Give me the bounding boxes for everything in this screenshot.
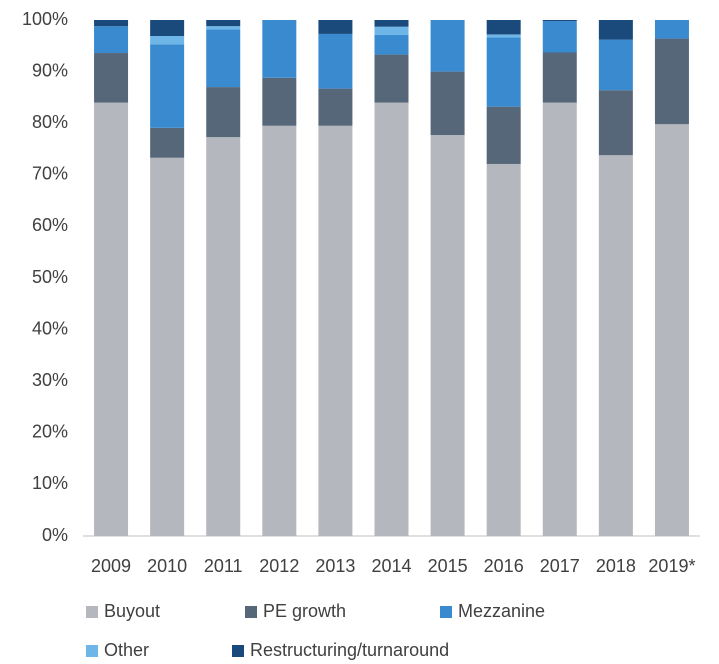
bar-segment [206, 20, 241, 27]
bar-segment [262, 125, 297, 536]
bar-segment [542, 21, 577, 53]
bar-segment [486, 34, 521, 38]
bar-segment [318, 20, 353, 34]
bar-segment [542, 102, 577, 536]
y-tick-label: 20% [32, 422, 68, 442]
legend-swatch [440, 606, 452, 618]
y-tick-label: 100% [22, 9, 68, 29]
bar-segment [374, 26, 409, 35]
bar-segment [150, 35, 185, 45]
y-tick-label: 30% [32, 370, 68, 390]
legend-swatch [245, 606, 257, 618]
bar-segment [150, 44, 185, 128]
x-tick-label: 2019* [648, 556, 695, 576]
bar-segment [206, 87, 241, 138]
x-tick-label: 2018 [596, 556, 636, 576]
legend-label: Buyout [104, 601, 160, 621]
bar-segment [94, 20, 129, 27]
bar-segment [94, 102, 129, 536]
bar-segment [542, 20, 577, 22]
x-tick-label: 2013 [315, 556, 355, 576]
legend-label: PE growth [263, 601, 346, 621]
bar-segment [318, 125, 353, 536]
bar-segment [654, 20, 689, 39]
bar-segment [374, 34, 409, 55]
bar-segment [430, 20, 465, 72]
bar-segment [318, 33, 353, 89]
bar-segment [486, 20, 521, 35]
bar-segment [486, 106, 521, 164]
bar-segment [94, 53, 129, 103]
bar-segment [486, 163, 521, 537]
y-tick-label: 90% [32, 60, 68, 80]
bar-segment [430, 135, 465, 536]
bar-segment [94, 26, 129, 54]
y-tick-label: 10% [32, 473, 68, 493]
y-tick-label: 60% [32, 215, 68, 235]
bar-segment [374, 102, 409, 536]
x-tick-label: 2016 [484, 556, 524, 576]
x-tick-label: 2017 [540, 556, 580, 576]
y-tick-label: 40% [32, 318, 68, 338]
y-tick-label: 0% [42, 525, 68, 545]
bar-segment [598, 20, 633, 40]
bar-segment [206, 26, 241, 30]
bar-segment [542, 52, 577, 103]
bar-segment [654, 124, 689, 537]
bar-segment [150, 127, 185, 158]
legend-swatch [86, 645, 98, 657]
y-tick-label: 70% [32, 164, 68, 184]
bar-segment [206, 29, 241, 88]
bar-segment [598, 39, 633, 91]
x-tick-label: 2015 [428, 556, 468, 576]
x-tick-label: 2014 [371, 556, 411, 576]
bar-segment [150, 20, 185, 36]
x-tick-label: 2010 [147, 556, 187, 576]
x-tick-label: 2009 [91, 556, 131, 576]
x-tick-label: 2012 [259, 556, 299, 576]
bar-segment [430, 71, 465, 136]
y-tick-label: 50% [32, 267, 68, 287]
bar-segment [486, 37, 521, 107]
x-tick-label: 2011 [204, 556, 243, 576]
y-tick-label: 80% [32, 112, 68, 132]
bar-segment [654, 38, 689, 125]
bar-segment [262, 20, 297, 78]
bar-segment [598, 90, 633, 156]
bar-segment [374, 20, 409, 27]
bar-segment [262, 77, 297, 126]
legend-swatch [232, 645, 244, 657]
bar-segment [150, 157, 185, 536]
legend-label: Restructuring/turnaround [250, 640, 449, 660]
bar-segment [206, 137, 241, 536]
legend-swatch [86, 606, 98, 618]
bar-segment [318, 88, 353, 126]
legend-label: Mezzanine [458, 601, 545, 621]
legend-label: Other [104, 640, 149, 660]
bar-segment [374, 54, 409, 103]
bar-segment [598, 155, 633, 536]
